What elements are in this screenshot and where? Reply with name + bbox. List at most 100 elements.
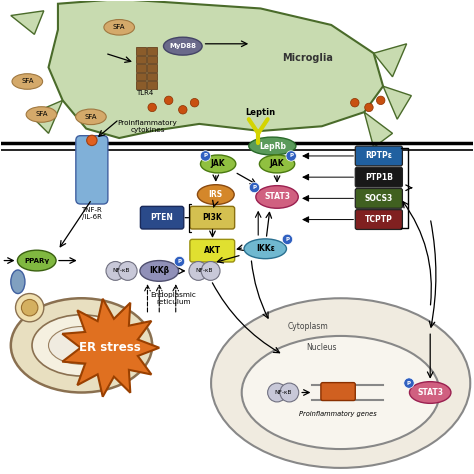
Text: JAK: JAK (211, 159, 226, 168)
Polygon shape (364, 112, 392, 147)
Bar (146, 47, 157, 55)
Text: RPTPε: RPTPε (365, 152, 392, 161)
FancyBboxPatch shape (356, 189, 402, 208)
Text: SFA: SFA (85, 114, 97, 120)
Bar (136, 64, 146, 72)
Ellipse shape (249, 182, 260, 193)
Text: Leptin: Leptin (246, 108, 275, 117)
FancyBboxPatch shape (356, 146, 402, 166)
Ellipse shape (197, 185, 234, 204)
Text: P: P (203, 154, 208, 158)
Ellipse shape (410, 382, 451, 403)
Text: Proinflammatory
cytokines: Proinflammatory cytokines (118, 120, 177, 133)
Ellipse shape (106, 262, 125, 280)
Ellipse shape (256, 186, 298, 208)
Bar (146, 73, 157, 80)
Text: Nucleus: Nucleus (307, 343, 337, 352)
Text: TCPTP: TCPTP (365, 215, 393, 224)
Text: Endoplasmic
reticulum: Endoplasmic reticulum (150, 292, 196, 305)
Text: PTEN: PTEN (151, 213, 173, 222)
Ellipse shape (118, 262, 137, 280)
Ellipse shape (201, 262, 220, 280)
Text: STAT3: STAT3 (417, 388, 443, 397)
Ellipse shape (282, 234, 292, 245)
Text: Microglia: Microglia (282, 53, 333, 63)
Text: LepRb: LepRb (259, 142, 286, 151)
Ellipse shape (18, 250, 56, 271)
Ellipse shape (189, 262, 208, 280)
Ellipse shape (286, 151, 296, 161)
Ellipse shape (164, 37, 202, 55)
Polygon shape (374, 44, 407, 77)
FancyBboxPatch shape (321, 383, 356, 401)
Bar (146, 64, 157, 72)
FancyBboxPatch shape (356, 167, 402, 187)
Bar (136, 73, 146, 80)
Circle shape (87, 135, 97, 146)
Text: NF-κB: NF-κB (113, 268, 130, 273)
Circle shape (351, 99, 359, 107)
Ellipse shape (268, 383, 286, 402)
Ellipse shape (21, 300, 38, 316)
Ellipse shape (104, 19, 135, 35)
Ellipse shape (11, 298, 152, 392)
FancyBboxPatch shape (140, 206, 184, 229)
FancyBboxPatch shape (190, 206, 235, 229)
Bar (146, 55, 157, 63)
Text: STAT3: STAT3 (264, 192, 290, 201)
Text: TNF-R
/IL-6R: TNF-R /IL-6R (82, 207, 102, 220)
Ellipse shape (140, 261, 179, 281)
Ellipse shape (174, 256, 185, 267)
Circle shape (376, 96, 385, 105)
Text: PTP1B: PTP1B (365, 173, 393, 182)
Polygon shape (11, 11, 44, 35)
Ellipse shape (242, 336, 439, 449)
FancyBboxPatch shape (356, 210, 402, 229)
Bar (146, 81, 157, 89)
FancyBboxPatch shape (76, 136, 108, 204)
Polygon shape (48, 0, 383, 138)
Ellipse shape (48, 327, 115, 364)
Ellipse shape (200, 151, 210, 161)
Text: P: P (407, 381, 411, 385)
Circle shape (179, 106, 187, 114)
Polygon shape (383, 86, 411, 119)
Ellipse shape (76, 109, 106, 125)
Text: Cytoplasm: Cytoplasm (287, 322, 328, 331)
Text: P: P (289, 154, 293, 158)
Ellipse shape (12, 74, 43, 89)
Polygon shape (62, 299, 159, 397)
Ellipse shape (404, 378, 414, 388)
Text: IKKβ: IKKβ (149, 266, 169, 275)
Text: SFA: SFA (113, 24, 126, 30)
Ellipse shape (32, 315, 131, 376)
Text: P: P (285, 237, 290, 242)
Text: NF-κB: NF-κB (196, 268, 213, 273)
Ellipse shape (280, 383, 299, 402)
Ellipse shape (16, 293, 44, 322)
Circle shape (148, 103, 156, 112)
Ellipse shape (211, 298, 470, 468)
Bar (136, 55, 146, 63)
Polygon shape (30, 100, 63, 133)
Circle shape (365, 103, 373, 112)
Text: PI3K: PI3K (202, 213, 222, 222)
Text: ER stress: ER stress (79, 341, 141, 354)
Ellipse shape (244, 239, 286, 259)
Circle shape (191, 99, 199, 107)
Ellipse shape (11, 270, 25, 293)
Bar (136, 47, 146, 55)
Text: NF-κB: NF-κB (274, 390, 292, 395)
Ellipse shape (26, 107, 57, 122)
FancyBboxPatch shape (190, 239, 235, 262)
Text: IKKε: IKKε (256, 244, 275, 253)
Bar (136, 81, 146, 89)
Text: IRS: IRS (209, 190, 223, 199)
Text: TLR4: TLR4 (137, 90, 154, 96)
Ellipse shape (201, 155, 236, 173)
Text: SOCS3: SOCS3 (365, 194, 393, 203)
Text: P: P (177, 259, 182, 264)
Text: PPARγ: PPARγ (24, 257, 49, 264)
Text: SFA: SFA (21, 79, 34, 84)
Ellipse shape (249, 137, 296, 155)
